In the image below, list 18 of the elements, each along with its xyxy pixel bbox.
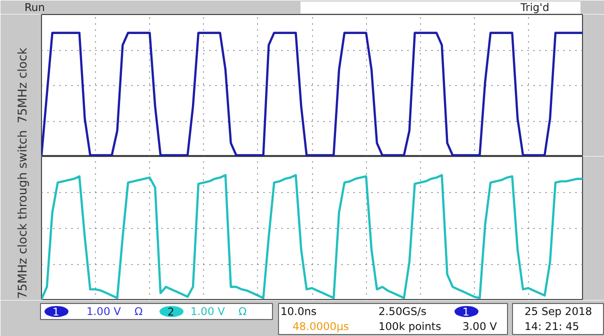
- text: 1: [52, 306, 60, 318]
- text: Ω: [134, 305, 143, 318]
- text: 1.00 V: [86, 305, 122, 318]
- text: 1: [462, 306, 470, 318]
- text: 10.0ns: [280, 305, 317, 318]
- text: 25 Sep 2018: [524, 305, 592, 318]
- text: Ω: [238, 305, 247, 318]
- text: Trig'd: [520, 1, 550, 14]
- text: 1.00 V: [190, 305, 226, 318]
- text: 3.00 V: [462, 320, 498, 333]
- y-axis-title: 75MHz clock through switch: [16, 130, 30, 299]
- text: 2: [168, 306, 174, 318]
- text: 2.50GS/s: [378, 305, 427, 318]
- text: 48.0000µs: [292, 320, 350, 333]
- text: 100k points: [378, 320, 442, 333]
- text: Run: [24, 1, 45, 14]
- text: 14: 21: 45: [524, 320, 580, 333]
- y-axis-title: 75MHz clock: [16, 48, 30, 124]
